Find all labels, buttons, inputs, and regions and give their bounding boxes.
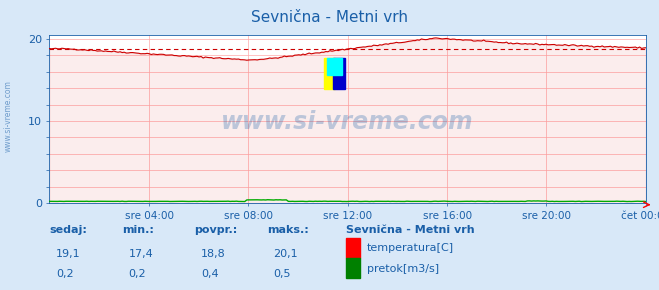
Text: povpr.:: povpr.: bbox=[194, 225, 238, 235]
Text: 0,4: 0,4 bbox=[201, 269, 219, 279]
Bar bbox=[324, 58, 335, 89]
Text: 0,5: 0,5 bbox=[273, 269, 291, 279]
Text: 18,8: 18,8 bbox=[201, 249, 226, 259]
Text: 0,2: 0,2 bbox=[129, 269, 146, 279]
Text: www.si-vreme.com: www.si-vreme.com bbox=[3, 80, 13, 152]
Text: sedaj:: sedaj: bbox=[49, 225, 87, 235]
Text: min.:: min.: bbox=[122, 225, 154, 235]
Text: temperatura[C]: temperatura[C] bbox=[367, 243, 454, 253]
Bar bbox=[327, 58, 341, 75]
Text: pretok[m3/s]: pretok[m3/s] bbox=[367, 264, 439, 274]
Text: 20,1: 20,1 bbox=[273, 249, 298, 259]
Bar bbox=[333, 58, 345, 89]
Text: Sevnična - Metni vrh: Sevnična - Metni vrh bbox=[346, 225, 474, 235]
Text: 17,4: 17,4 bbox=[129, 249, 154, 259]
Text: maks.:: maks.: bbox=[267, 225, 308, 235]
Text: www.si-vreme.com: www.si-vreme.com bbox=[221, 110, 474, 134]
Text: 19,1: 19,1 bbox=[56, 249, 80, 259]
Text: 0,2: 0,2 bbox=[56, 269, 74, 279]
Text: Sevnična - Metni vrh: Sevnična - Metni vrh bbox=[251, 10, 408, 25]
